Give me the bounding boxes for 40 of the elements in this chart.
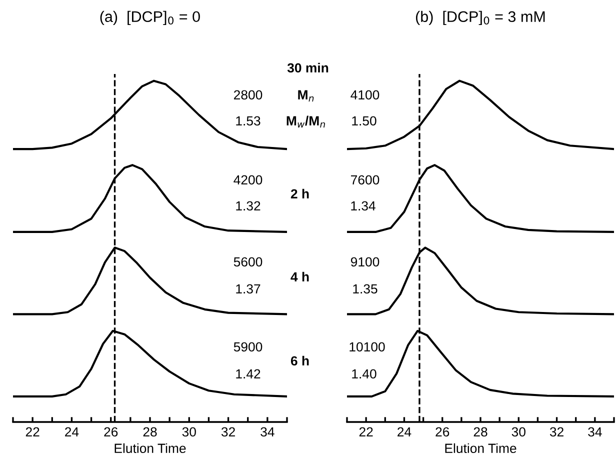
text: 6 h (290, 356, 309, 366)
annotation: 5900 (234, 342, 262, 352)
x-tick-label: 28 (474, 427, 488, 437)
annotation: 4100 (350, 90, 380, 100)
text: 4 h (290, 272, 309, 282)
annotation: 9100 (350, 257, 380, 267)
annotation: 1.37 (236, 284, 260, 294)
x-axis-title: Elution Time (114, 443, 186, 454)
x-axis-title: Elution Time (445, 443, 516, 454)
annotation: 1.40 (352, 369, 376, 379)
annotation: 2800 (234, 90, 262, 100)
x-tick-label: 26 (104, 427, 118, 437)
text: M$_{n}$ (298, 90, 314, 102)
annotation: 1.42 (236, 369, 260, 378)
x-tick-label: 30 (512, 427, 526, 437)
chart-title: (a) [DCP]$_{0}$ = 0 (100, 10, 200, 26)
annotation: M$_{w}$/M$_{n}$ (286, 116, 325, 128)
annotation: 10100 (350, 342, 385, 352)
x-tick-label: 28 (143, 427, 157, 437)
annotation: 1.34 (351, 201, 376, 211)
annotation: 1.35 (353, 284, 378, 294)
x-tick-label: 32 (550, 427, 564, 437)
annotation: 1.53 (236, 116, 260, 126)
x-tick-label: 30 (182, 427, 196, 437)
x-tick-label: 24 (398, 427, 412, 436)
x-tick-label: 34 (588, 427, 602, 437)
annotation: 5600 (234, 257, 262, 267)
x-tick-label: 34 (260, 427, 274, 437)
x-tick-label: 26 (436, 427, 450, 437)
chart-title: (b) [DCP]$_{0}$ = 3 mM (416, 10, 545, 26)
text: 30 min (287, 62, 328, 73)
x-tick-label: 22 (26, 427, 40, 436)
annotation: 7600 (351, 175, 380, 185)
x-tick-label: 22 (359, 427, 373, 436)
x-tick-label: 32 (221, 427, 235, 437)
x-tick-label: 24 (65, 427, 79, 436)
annotation: 1.32 (236, 201, 260, 211)
text: 2 h (290, 188, 309, 198)
annotation: 4200 (234, 175, 262, 185)
annotation: 1.50 (352, 116, 376, 126)
